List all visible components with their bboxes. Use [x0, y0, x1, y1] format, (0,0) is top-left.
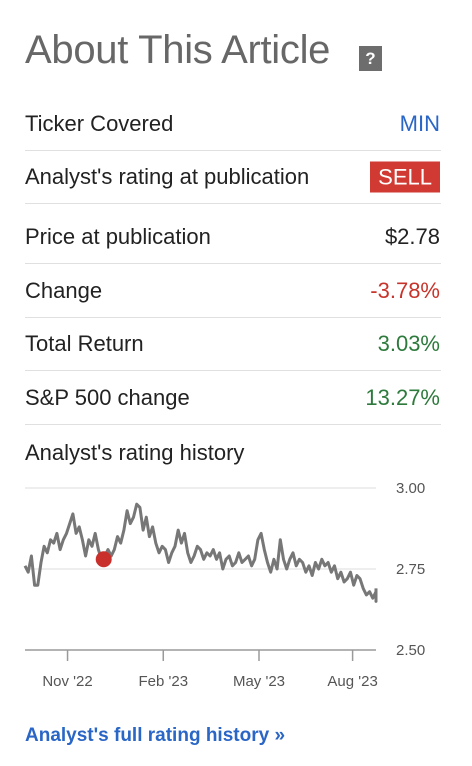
- change-label: Change: [25, 278, 103, 303]
- total-return-label: Total Return: [25, 331, 144, 356]
- rating-history-chart: 3.00 2.75 2.50 Nov '22 Feb '23 May '23 Aug '2…: [23, 480, 425, 690]
- row-sp500: S&P 500 change 13.27%: [25, 372, 441, 425]
- chart-grid: [25, 487, 376, 651]
- change-value: -3.78%: [370, 278, 440, 303]
- ticker-link[interactable]: MIN: [399, 111, 440, 136]
- chart-x-axis: Nov '22 Feb '23 May '23 Aug '23: [42, 650, 378, 690]
- rating-history-title: Analyst's rating history: [25, 440, 245, 465]
- price-value: $2.78: [384, 224, 440, 249]
- price-label: Price at publication: [25, 224, 211, 249]
- y-tick-label: 3.00: [396, 480, 425, 497]
- rating-label: Analyst's rating at publication: [25, 164, 310, 189]
- sell-badge: SELL: [370, 161, 440, 193]
- total-return-value: 3.03%: [377, 331, 440, 356]
- row-rating: Analyst's rating at publication SELL: [25, 151, 441, 204]
- help-icon[interactable]: ?: [359, 46, 382, 71]
- x-tick-label: Aug '23: [327, 673, 377, 690]
- sp500-value: 13.27%: [365, 385, 440, 410]
- row-price: Price at publication $2.78: [25, 211, 441, 264]
- row-change: Change -3.78%: [25, 265, 441, 318]
- chart-markers: [95, 551, 112, 568]
- page-title: About This Article: [25, 28, 331, 72]
- price-line: [23, 502, 378, 603]
- sp500-label: S&P 500 change: [25, 385, 190, 410]
- x-tick-label: Nov '22: [42, 673, 92, 690]
- x-tick-label: May '23: [233, 673, 285, 690]
- ticker-label: Ticker Covered: [25, 111, 174, 136]
- row-total-return: Total Return 3.03%: [25, 318, 441, 371]
- y-tick-label: 2.75: [396, 561, 425, 578]
- chart-y-axis: 3.00 2.75 2.50: [396, 480, 425, 659]
- y-tick-label: 2.50: [396, 642, 425, 659]
- full-rating-history-link[interactable]: Analyst's full rating history »: [25, 725, 286, 746]
- row-ticker: Ticker Covered MIN: [25, 98, 441, 151]
- publication-marker: [95, 551, 112, 568]
- x-tick-label: Feb '23: [138, 673, 188, 690]
